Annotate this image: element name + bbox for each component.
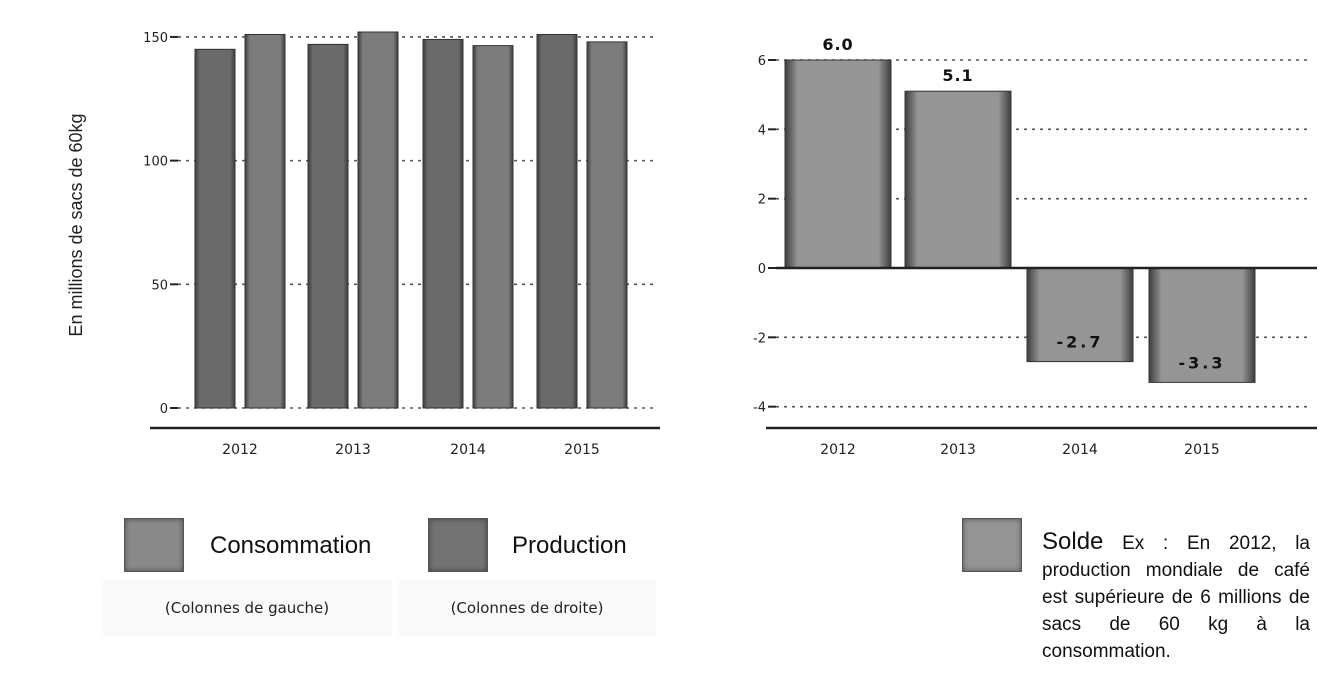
bar-solde-2015 (1148, 267, 1256, 383)
bar-production-2015 (586, 41, 628, 409)
y-tick-label: 0 (758, 262, 766, 277)
y-axis-title: En millions de sacs de 60kg (66, 113, 86, 336)
legend-note-text: Ex : En 2012, la production mondiale de … (1042, 533, 1310, 662)
bar-solde-2012 (784, 59, 892, 269)
x-tick-label: 2012 (820, 442, 856, 458)
data-label: -2.7 (1057, 333, 1104, 352)
legend-label-solde: Solde (1042, 528, 1104, 555)
x-tick-label: 2012 (222, 442, 258, 458)
y-tick-label: -4 (753, 401, 766, 416)
legend-label-production: Production (512, 532, 627, 559)
data-label: 6.0 (822, 35, 853, 54)
x-tick-label: 2015 (1184, 442, 1220, 458)
legend-swatch-solde (962, 518, 1022, 572)
legend-swatch-production (428, 518, 488, 572)
balance-chart: -4 -2 0 2 4 6 6.0 2012 5.1 2013 -2.7 2014 -3.3 2015 (753, 35, 1317, 458)
x-tick-label: 2014 (450, 442, 486, 458)
data-label: -3.3 (1179, 353, 1226, 372)
legend-note: Solde Ex : En 2012, la production mondia… (1042, 528, 1310, 665)
data-label: 5.1 (942, 66, 973, 85)
y-axis-title-text: En millions de sacs de 60kg (66, 113, 86, 336)
bar-consommation-2013 (307, 43, 349, 409)
x-tick-label: 2013 (940, 442, 976, 458)
bar-solde-2013 (904, 90, 1012, 269)
y-tick-label: 50 (151, 278, 168, 293)
y-tick-label: 150 (143, 31, 168, 46)
y-tick-label: 6 (758, 54, 766, 69)
bar-consommation-2015 (536, 33, 578, 409)
x-tick-label: 2013 (335, 442, 371, 458)
bar-production-2014 (472, 45, 514, 409)
x-tick-label: 2015 (564, 442, 600, 458)
bar-production-2012 (244, 33, 286, 409)
y-tick-label: -2 (753, 331, 766, 346)
bar-solde-2014 (1026, 267, 1134, 363)
production-consumption-chart: 0 50 100 150 2012 2013 2014 2015 (143, 31, 660, 458)
y-tick-label: 0 (160, 402, 168, 417)
y-tick-label: 2 (758, 193, 766, 208)
legend-sub-consommation: (Colonnes de gauche) (102, 580, 392, 636)
legend-label-consommation: Consommation (210, 532, 372, 559)
legend-sub-production: (Colonnes de droite) (398, 580, 656, 636)
bar-consommation-2014 (422, 38, 464, 409)
y-tick-label: 100 (143, 155, 168, 170)
bar-production-2013 (357, 31, 399, 409)
x-tick-label: 2014 (1062, 442, 1098, 458)
legend-swatch-consommation (124, 518, 184, 572)
bar-consommation-2012 (194, 48, 236, 409)
y-tick-label: 4 (758, 123, 766, 138)
